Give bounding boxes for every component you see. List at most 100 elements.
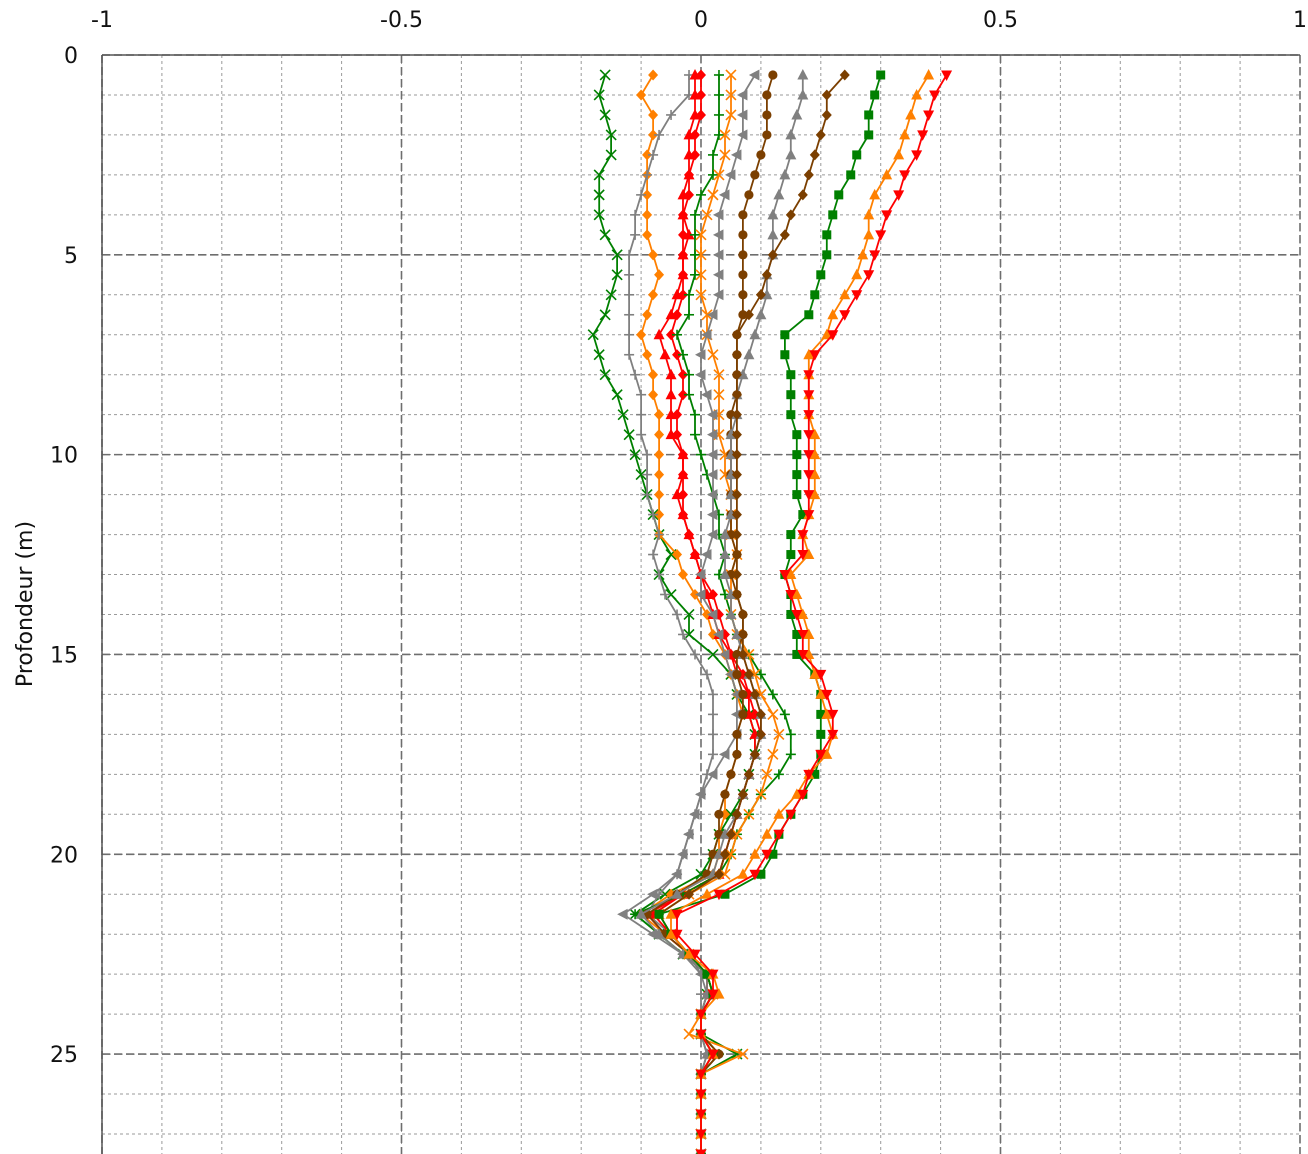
data-point-stroke (695, 249, 707, 261)
data-point (648, 509, 659, 520)
data-point (719, 528, 731, 540)
data-point (648, 369, 659, 381)
data-point (773, 728, 785, 740)
data-point (611, 269, 623, 281)
data-point (756, 869, 766, 879)
data-point (737, 628, 748, 640)
data-point (642, 449, 653, 460)
data-point-stroke (713, 169, 725, 181)
data-point (629, 449, 641, 461)
data-point (809, 428, 821, 440)
data-point (851, 290, 863, 301)
data-point-stroke (605, 129, 617, 141)
data-point (593, 209, 605, 221)
data-point (786, 609, 796, 619)
y-axis-title: Profondeur (m) (13, 521, 38, 687)
data-point (731, 329, 742, 341)
data-point (732, 669, 742, 680)
data-point (827, 709, 839, 721)
data-point (683, 948, 695, 959)
data-point-stroke (725, 109, 737, 121)
data-point (767, 228, 779, 240)
data-point-stroke (605, 289, 617, 301)
data-point (792, 649, 802, 659)
data-point (707, 989, 719, 1001)
data-point (719, 848, 730, 860)
data-point (713, 389, 725, 401)
data-point (707, 149, 718, 160)
data-point (827, 729, 839, 741)
data-point (636, 89, 647, 101)
data-point (624, 289, 635, 300)
data-point (696, 189, 706, 200)
y-tick-label: 15 (50, 643, 78, 668)
data-point-stroke (605, 149, 617, 161)
data-point (748, 69, 760, 81)
data-point (738, 270, 748, 280)
data-point (797, 530, 809, 541)
y-tick-label: 25 (50, 1043, 78, 1068)
data-point-stroke (767, 708, 779, 720)
series-layer (587, 68, 953, 1154)
data-point (648, 249, 659, 261)
data-point (654, 569, 665, 580)
data-point (815, 688, 827, 699)
data-point-stroke (701, 209, 713, 221)
data-point (671, 288, 683, 300)
data-point (683, 608, 695, 621)
data-point (762, 90, 772, 100)
x-tick-label: -1 (91, 8, 113, 33)
data-point (706, 449, 718, 461)
data-point (648, 389, 659, 401)
grid (101, 54, 1301, 1154)
data-point (719, 548, 731, 560)
data-point (678, 569, 689, 581)
data-point (810, 290, 820, 300)
data-point (767, 208, 779, 220)
data-point (706, 608, 718, 620)
data-point (731, 389, 742, 401)
series-8 (617, 69, 760, 1154)
data-point (671, 929, 683, 941)
data-point (786, 390, 796, 400)
data-point (821, 708, 833, 719)
data-point (587, 329, 599, 341)
data-point (671, 909, 683, 921)
data-point (599, 229, 611, 241)
data-point (706, 768, 718, 780)
data-point (731, 369, 742, 381)
data-point (732, 729, 742, 739)
data-point-stroke (719, 868, 731, 880)
data-point (713, 868, 724, 880)
x-tick-label: 0.5 (983, 8, 1018, 33)
data-point (731, 828, 743, 840)
data-point (695, 249, 707, 261)
data-point-stroke (695, 269, 707, 281)
data-point (654, 909, 664, 919)
data-point-stroke (773, 728, 785, 740)
data-point (804, 310, 814, 320)
data-point (762, 110, 772, 120)
data-point-stroke (659, 888, 671, 900)
data-point-stroke (683, 608, 695, 621)
data-point (761, 768, 773, 780)
data-point (743, 348, 755, 360)
data-point (737, 608, 748, 620)
data-point (911, 88, 923, 100)
data-point (791, 788, 803, 799)
data-point (648, 549, 659, 560)
data-point (809, 448, 821, 460)
data-point (725, 828, 736, 840)
data-point-stroke (593, 209, 605, 221)
data-point (815, 749, 827, 761)
data-point-stroke (719, 149, 731, 161)
data-point (695, 589, 706, 601)
data-point (785, 209, 796, 221)
data-point (863, 270, 875, 281)
data-point (809, 149, 820, 161)
data-point (636, 389, 647, 400)
data-point (672, 609, 683, 620)
data-point (654, 269, 665, 281)
data-point (755, 728, 766, 740)
